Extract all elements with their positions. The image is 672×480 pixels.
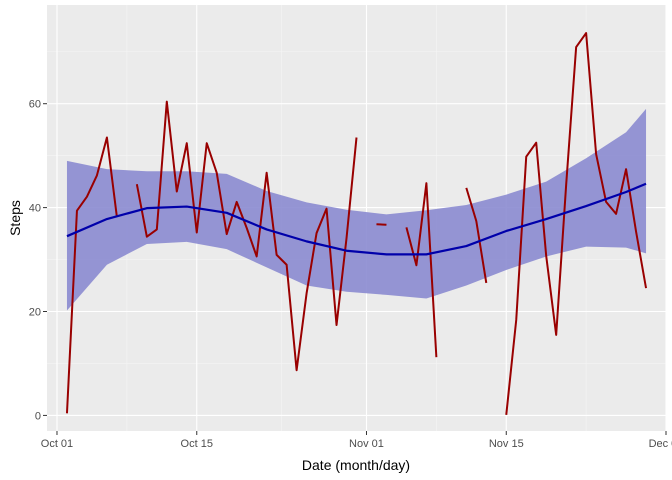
y-tick-label: 40 bbox=[29, 203, 41, 215]
confidence-band-area bbox=[66, 108, 647, 311]
y-tick-label: 60 bbox=[29, 99, 41, 111]
smoothed-trend-line bbox=[66, 182, 647, 256]
x-axis-title: Date (month/day) bbox=[302, 457, 410, 473]
daily-steps-series bbox=[65, 32, 648, 415]
x-tick-label: Dec 01 bbox=[649, 438, 672, 450]
y-axis-title: Steps bbox=[7, 200, 23, 236]
daily-steps-line bbox=[505, 32, 648, 415]
y-tick-label: 20 bbox=[29, 307, 41, 319]
daily-steps-line bbox=[135, 100, 358, 372]
daily-steps-line bbox=[65, 136, 118, 414]
smoothed-trend-series bbox=[66, 182, 647, 256]
x-axis: Oct 01 Oct 15 Nov 01 Nov 15 Dec 01 bbox=[41, 431, 672, 450]
x-tick-label: Oct 15 bbox=[181, 438, 213, 450]
confidence-band bbox=[66, 108, 647, 311]
x-tick-label: Oct 01 bbox=[41, 438, 73, 450]
daily-steps-line bbox=[465, 187, 488, 284]
y-axis: 0 20 40 60 bbox=[29, 99, 47, 422]
x-tick-label: Nov 15 bbox=[489, 438, 524, 450]
y-tick-label: 0 bbox=[35, 410, 41, 422]
daily-steps-line bbox=[405, 182, 438, 358]
daily-steps-line bbox=[376, 223, 387, 226]
x-tick-label: Nov 01 bbox=[349, 438, 384, 450]
